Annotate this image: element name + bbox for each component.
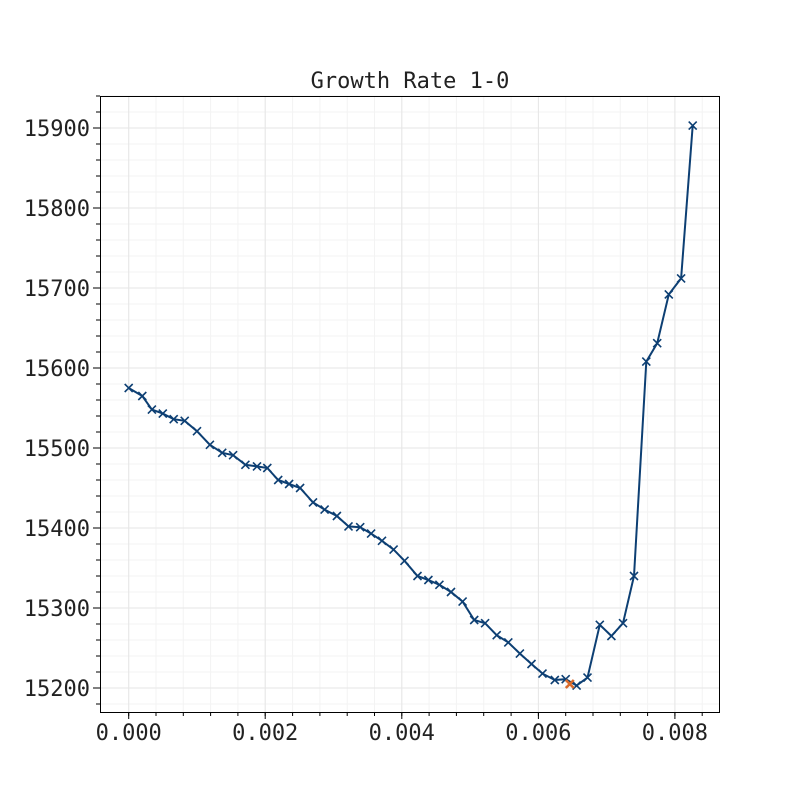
x-tick-label: 0.002 (232, 721, 298, 746)
data-point-marker (618, 618, 628, 628)
data-point-marker (377, 536, 387, 546)
data-point-marker (343, 521, 354, 531)
chart-title: Growth Rate 1-0 (311, 69, 510, 94)
x-tick-label: 0.000 (96, 721, 162, 746)
y-tick-label: 15400 (24, 517, 90, 542)
series-line (128, 125, 694, 687)
data-point-marker (262, 463, 272, 473)
data-point-marker (641, 357, 651, 367)
plot-frame (100, 96, 720, 713)
data-point-marker (537, 669, 548, 679)
x-tick-label: 0.006 (505, 721, 571, 746)
data-point-marker (572, 681, 582, 691)
data-point-marker (205, 440, 215, 450)
axis-ticks (93, 95, 703, 719)
data-point-marker (515, 649, 525, 659)
data-point-marker (629, 571, 639, 581)
data-point-marker (273, 475, 283, 485)
data-point-marker (492, 630, 502, 640)
data-point-marker (652, 338, 662, 348)
y-tick-label: 15500 (24, 437, 90, 462)
data-point-marker (355, 522, 365, 532)
data-point-marker (446, 587, 456, 597)
data-point-marker (389, 545, 399, 555)
data-point-marker (169, 414, 179, 424)
data-point-marker (147, 405, 157, 415)
data-point-marker (423, 575, 433, 585)
data-point-marker (158, 409, 168, 419)
y-tick-label: 15600 (24, 357, 90, 382)
y-tick-label: 15900 (24, 117, 90, 142)
data-point-marker (308, 497, 318, 507)
data-point-marker (332, 511, 342, 521)
data-point-marker (469, 615, 479, 625)
y-tick-label: 15700 (24, 277, 90, 302)
series-markers (124, 121, 698, 691)
major-gridlines (100, 96, 720, 712)
data-point-marker (606, 631, 616, 641)
data-point-marker (124, 383, 134, 393)
data-point-marker (582, 673, 593, 683)
data-point-marker (240, 460, 250, 470)
data-point-marker (228, 450, 238, 460)
data-point-marker (676, 273, 686, 283)
data-point-marker (366, 529, 376, 539)
data-point-marker (252, 461, 262, 471)
data-point-marker (480, 618, 490, 628)
data-point-marker (550, 675, 560, 685)
data-point-marker (192, 426, 202, 436)
y-axis-tick-labels: 15200 15300 15400 15500 15600 15700 15800 15900 (24, 117, 90, 702)
data-point-marker (284, 479, 294, 489)
data-point-marker (526, 659, 537, 669)
y-tick-label: 15300 (24, 597, 90, 622)
data-point-marker (320, 505, 330, 515)
data-point-marker (412, 571, 423, 581)
data-point-marker (399, 556, 410, 566)
data-point-marker (295, 483, 305, 493)
x-axis-tick-labels: 0.000 0.002 0.004 0.006 0.008 (96, 721, 708, 746)
y-tick-label: 15200 (24, 677, 90, 702)
data-point-marker (180, 416, 190, 426)
x-tick-label: 0.008 (642, 721, 708, 746)
data-point-marker (503, 637, 513, 647)
data-point-marker (458, 597, 468, 607)
highlighted-point (564, 679, 575, 689)
data-point-marker (688, 121, 698, 131)
data-point-marker (137, 391, 147, 401)
data-point-marker (595, 620, 605, 630)
y-tick-label: 15800 (24, 197, 90, 222)
x-tick-label: 0.004 (369, 721, 435, 746)
data-point-marker (434, 580, 444, 590)
highlight-marker (564, 679, 575, 689)
data-point-marker (664, 289, 674, 299)
data-point-marker (217, 448, 227, 458)
